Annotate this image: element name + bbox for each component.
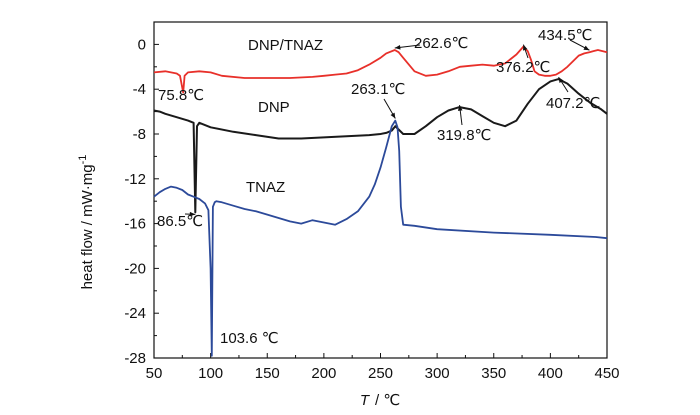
y-tick-label: 0 <box>138 36 146 53</box>
x-axis-label: T / ℃ <box>360 392 400 409</box>
y-tick-label: -12 <box>124 171 146 188</box>
x-tick-label: 400 <box>538 365 563 382</box>
peak-annotation: 407.2℃ <box>546 95 600 112</box>
series-line-tnaz <box>153 119 608 357</box>
y-tick-label: -4 <box>133 81 146 98</box>
series-label: DNP <box>258 99 290 116</box>
annotation-arrowhead <box>558 77 564 84</box>
series-line-dnp <box>153 78 608 214</box>
y-tick-label: -24 <box>124 305 146 322</box>
x-tick-label: 450 <box>594 365 619 382</box>
peak-annotation: 376.2℃ <box>496 59 550 76</box>
y-axis: 0 -4 -8 -12 -16 -20 -24 -28 <box>124 36 159 367</box>
x-tick-label: 200 <box>311 365 336 382</box>
annotation-arrowhead <box>189 211 196 217</box>
y-axis-label: heat flow / mW·mg-1 <box>77 155 96 290</box>
annotation-arrowhead <box>457 105 463 111</box>
peak-annotation: 319.8℃ <box>437 127 491 144</box>
peak-annotation: 434.5℃ <box>538 27 592 44</box>
y-tick-label: -20 <box>124 260 146 277</box>
series-layer <box>153 45 608 357</box>
series-line-dnp-tnaz <box>153 45 608 94</box>
x-tick-label: 350 <box>481 365 506 382</box>
peak-annotation: 262.6℃ <box>414 35 468 52</box>
peak-annotation: 263.1℃ <box>351 81 405 98</box>
y-tick-label: -28 <box>124 350 146 367</box>
peak-annotation: 75.8℃ <box>158 87 204 104</box>
y-tick-label: -8 <box>133 126 146 143</box>
peak-annotation: 103.6 ℃ <box>220 330 279 347</box>
annotation-arrowhead <box>583 45 590 51</box>
x-tick-label: 250 <box>368 365 393 382</box>
label-layer: DNP/TNAZ DNP TNAZ 75.8℃ 86.5℃ 103.6 ℃ 262.6℃ 26… <box>157 27 600 347</box>
x-tick-label: 100 <box>198 365 223 382</box>
series-label: TNAZ <box>246 179 285 196</box>
series-label: DNP/TNAZ <box>248 37 323 54</box>
x-tick-label: 300 <box>425 365 450 382</box>
x-tick-label: 50 <box>146 365 163 382</box>
x-tick-label: 150 <box>255 365 280 382</box>
y-tick-label: -16 <box>124 216 146 233</box>
x-axis: 50 100 150 200 250 300 350 400 450 <box>146 353 620 382</box>
annotation-arrowhead <box>390 112 396 119</box>
annotation-arrowhead <box>394 45 401 50</box>
peak-annotation: 86.5℃ <box>157 213 203 230</box>
annotation-arrowhead <box>523 44 528 51</box>
